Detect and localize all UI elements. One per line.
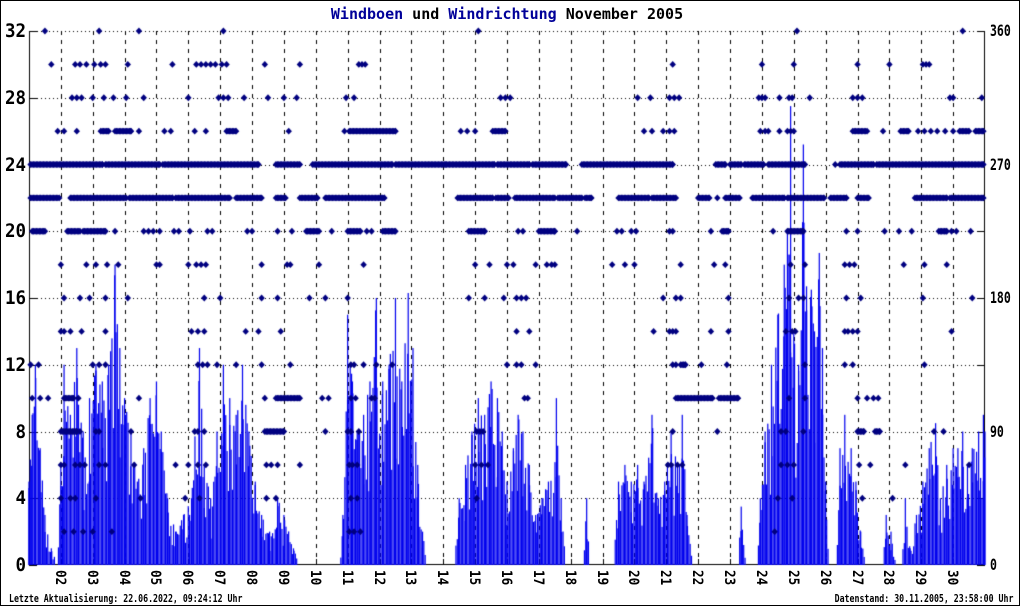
x-axis-day-label: 20 [625, 570, 642, 586]
title-direction-word: Windrichtung [448, 5, 557, 23]
x-axis-day-label: 26 [816, 570, 833, 586]
left-axis-tick-label: 24 [4, 153, 27, 176]
x-axis-day-label: 29 [912, 570, 929, 586]
x-axis-day-label: 11 [338, 570, 355, 586]
x-axis-day-label: 22 [689, 570, 706, 586]
x-axis-day-label: 16 [498, 570, 514, 586]
left-axis-tick-label: 12 [4, 353, 27, 376]
left-axis-tick-label: 8 [15, 420, 26, 443]
x-axis-day-label: 14 [434, 570, 451, 586]
x-axis-day-label: 04 [115, 570, 132, 586]
right-axis-tick-label: 180 [990, 288, 1011, 307]
x-axis-day-label: 06 [179, 570, 196, 586]
right-axis-tick-label: 360 [990, 21, 1011, 40]
x-axis-day-label: 13 [402, 570, 419, 586]
data-status-text: Datenstand: 30.11.2005, 23:58:00 Uhr [834, 592, 1013, 605]
left-axis-tick-label: 0 [15, 554, 26, 576]
x-axis-day-label: 03 [83, 570, 100, 586]
title-period: November 2005 [565, 5, 684, 23]
x-axis-day-label: 28 [880, 570, 897, 586]
title-gusts-word: Windboen [330, 5, 404, 23]
x-axis-day-label: 02 [51, 570, 68, 586]
left-axis-tick-label: 28 [4, 86, 27, 109]
left-axis-tick-label: 32 [4, 20, 27, 42]
x-axis-day-label: 12 [370, 570, 387, 586]
x-axis-day-label: 27 [848, 570, 865, 586]
right-axis-tick-label: 90 [990, 421, 1004, 441]
x-axis-day-label: 19 [593, 570, 610, 586]
x-axis-day-label: 09 [274, 570, 291, 586]
x-axis-day-label: 15 [466, 570, 483, 586]
x-axis-day-label: 23 [721, 570, 738, 586]
left-axis-tick-label: 16 [4, 287, 27, 309]
x-axis-day-label: 25 [784, 570, 801, 586]
chart-title: Windboen und Windrichtung November 2005 [1, 5, 1013, 23]
x-axis-day-label: 18 [561, 570, 578, 586]
right-axis-tick-label: 270 [990, 154, 1011, 174]
last-update-text: Letzte Aktualisierung: 22.06.2022, 09:24… [9, 592, 243, 605]
x-axis-day-label: 21 [657, 570, 674, 586]
x-axis-day-label: 17 [529, 570, 546, 586]
left-axis-tick-label: 20 [4, 220, 27, 243]
x-axis-day-label: 07 [211, 570, 228, 586]
right-axis-tick-label: 0 [990, 555, 997, 574]
x-axis-day-label: 05 [147, 570, 164, 586]
x-axis-day-label: 24 [752, 570, 769, 586]
title-connector-word: und [412, 5, 440, 23]
x-axis-day-label: 30 [944, 570, 961, 586]
x-axis-day-label: 10 [306, 570, 323, 586]
left-axis-tick-label: 4 [15, 487, 26, 510]
x-axis-day-label: 08 [243, 570, 260, 586]
